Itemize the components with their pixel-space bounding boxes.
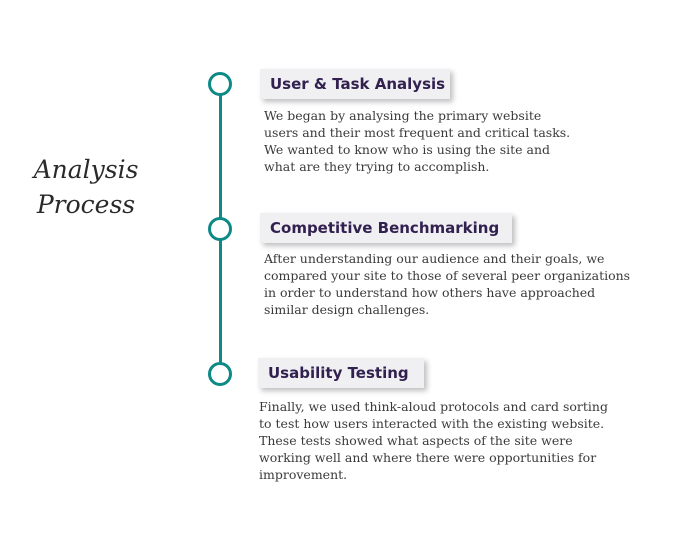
- step-title-usability-testing: Usability Testing: [258, 358, 424, 388]
- step-title-competitive-benchmarking: Competitive Benchmarking: [260, 213, 512, 243]
- timeline-node-1: [208, 72, 232, 96]
- process-title-line-2: Process: [36, 190, 136, 219]
- step-title-user-task-analysis: User & Task Analysis: [260, 69, 450, 99]
- step-description-usability-testing: Finally, we used think-aloud protocols a…: [259, 399, 608, 482]
- step-description-competitive-benchmarking: After understanding our audience and the…: [264, 251, 631, 317]
- timeline-node-2: [208, 217, 232, 241]
- process-title: Analysis Process: [30, 152, 142, 222]
- timeline-node-3: [208, 362, 232, 386]
- process-title-line-1: Analysis: [33, 155, 139, 184]
- step-description-user-task-analysis: We began by analysing the primary websit…: [264, 108, 571, 174]
